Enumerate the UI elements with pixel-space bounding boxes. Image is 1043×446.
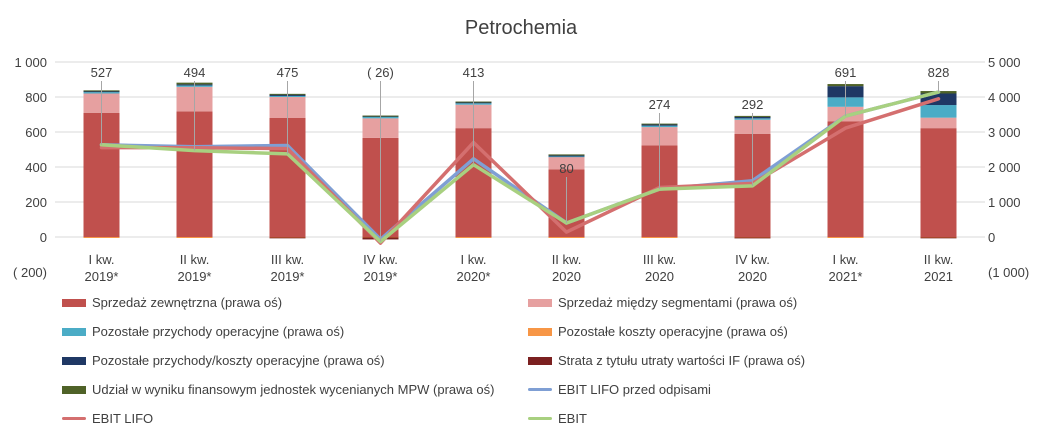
right-axis-tick-label: (1 000) <box>988 265 1029 280</box>
data-label: 413 <box>463 65 485 80</box>
x-axis-tick-label: I kw. 2020* <box>457 252 491 284</box>
bar-segment <box>83 237 120 238</box>
legend-item: EBIT <box>528 411 587 426</box>
legend-swatch <box>528 298 552 307</box>
legend-item: Udział w wyniku finansowym jednostek wyc… <box>62 382 494 397</box>
legend-swatch <box>528 327 552 336</box>
data-label: 527 <box>91 65 113 80</box>
right-axis-tick-label: 5 000 <box>988 55 1021 70</box>
bar-segment <box>548 154 585 156</box>
legend-swatch <box>62 298 86 307</box>
legend-label: EBIT LIFO <box>92 411 154 426</box>
data-labels: 527 494 475 ( 26) 413 80 274 292 691 828 <box>91 65 950 242</box>
bar-segment <box>827 237 864 238</box>
x-axis-tick-label: I kw. 2019* <box>85 252 119 284</box>
x-axis-tick-label: II kw. 2021 <box>924 252 954 284</box>
bar-segment <box>920 105 957 118</box>
legend-swatch <box>62 385 86 394</box>
bar-segment <box>827 121 864 237</box>
legend-item: Pozostałe przychody operacyjne (prawa oś… <box>62 324 344 339</box>
right-axis-tick-label: 1 000 <box>988 195 1021 210</box>
legend-item: Pozostałe przychody/koszty operacyjne (p… <box>62 353 385 368</box>
data-label: 691 <box>835 65 857 80</box>
legend-label: Pozostałe przychody operacyjne (prawa oś… <box>92 324 345 339</box>
legend-label: Udział w wyniku finansowym jednostek wyc… <box>92 382 495 397</box>
right-axis-tick-label: 0 <box>988 230 995 245</box>
legend-label: EBIT <box>558 411 587 426</box>
x-axis-tick-label: IV kw. 2020 <box>735 252 770 284</box>
legend-item: Strata z tytułu utraty wartości IF (praw… <box>528 353 805 368</box>
legend-label: Pozostałe koszty operacyjne (prawa oś) <box>558 324 788 339</box>
bar-segment <box>548 155 585 157</box>
legend-swatch <box>528 356 552 365</box>
legend-label: EBIT LIFO przed odpisami <box>558 382 711 397</box>
data-label: 80 <box>559 161 573 176</box>
bar-segment <box>176 237 213 238</box>
left-axis-tick-label: 0 <box>40 230 47 245</box>
data-label: ( 26) <box>367 65 394 80</box>
legend-item: EBIT LIFO <box>62 411 153 426</box>
left-axis-tick-label: 400 <box>25 160 47 175</box>
legend-swatch <box>528 417 552 420</box>
legend-label: Sprzedaż między segmentami (prawa oś) <box>558 295 798 310</box>
left-axis-tick-label: 200 <box>25 195 47 210</box>
bar-segment <box>920 237 957 239</box>
right-axis-tick-label: 4 000 <box>988 90 1021 105</box>
legend-swatch <box>62 327 86 336</box>
x-axis-tick-label: III kw. 2019* <box>271 252 305 284</box>
x-axis-tick-label: I kw. 2021* <box>829 252 863 284</box>
series-lines <box>99 90 941 245</box>
bar-segment <box>920 117 957 129</box>
legend-swatch <box>62 356 86 365</box>
bar-segment <box>641 237 678 238</box>
left-axis-tick-label: 1 000 <box>14 55 47 70</box>
left-axis-tick-label: 800 <box>25 90 47 105</box>
legend-item: Sprzedaż zewnętrzna (prawa oś) <box>62 295 282 310</box>
bar-segment <box>920 128 957 237</box>
left-axis-tick-label: 600 <box>25 125 47 140</box>
legend-label: Strata z tytułu utraty wartości IF (praw… <box>558 353 806 368</box>
bar-segment <box>548 237 585 238</box>
legend-item: EBIT LIFO przed odpisami <box>528 382 711 397</box>
series-line <box>99 90 941 242</box>
bar-segment <box>734 237 771 239</box>
data-label: 274 <box>649 97 671 112</box>
data-label: 475 <box>277 65 299 80</box>
x-axis-tick-label: III kw. 2020 <box>643 252 676 284</box>
legend-item: Sprzedaż między segmentami (prawa oś) <box>528 295 797 310</box>
bar-segment <box>548 156 585 170</box>
chart-title: Petrochemia <box>465 17 578 39</box>
legend-label: Pozostałe przychody/koszty operacyjne (p… <box>92 353 385 368</box>
bar-segment <box>269 237 306 239</box>
right-axis-tick-label: 3 000 <box>988 125 1021 140</box>
right-axis-tick-label: 2 000 <box>988 160 1021 175</box>
series-line <box>99 90 941 244</box>
left-axis-tick-label: ( 200) <box>13 265 47 280</box>
data-label: 494 <box>184 65 206 80</box>
bar-segment <box>548 156 585 158</box>
legend-swatch <box>62 417 86 420</box>
data-label: 292 <box>742 97 764 112</box>
data-label: 828 <box>928 65 950 80</box>
x-axis-tick-label: IV kw. 2019* <box>363 252 398 284</box>
x-axis-tick-label: II kw. 2019* <box>178 252 212 284</box>
legend-swatch <box>528 388 552 391</box>
x-axis-tick-label: II kw. 2020 <box>552 252 582 284</box>
legend-item: Pozostałe koszty operacyjne (prawa oś) <box>528 324 788 339</box>
series-line <box>99 97 941 245</box>
legend-label: Sprzedaż zewnętrzna (prawa oś) <box>92 295 283 310</box>
bar-segment <box>455 237 492 238</box>
